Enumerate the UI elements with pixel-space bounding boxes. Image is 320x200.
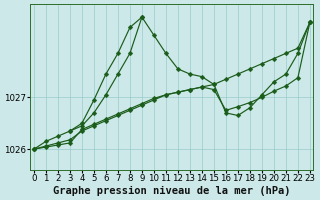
X-axis label: Graphe pression niveau de la mer (hPa): Graphe pression niveau de la mer (hPa): [53, 186, 291, 196]
